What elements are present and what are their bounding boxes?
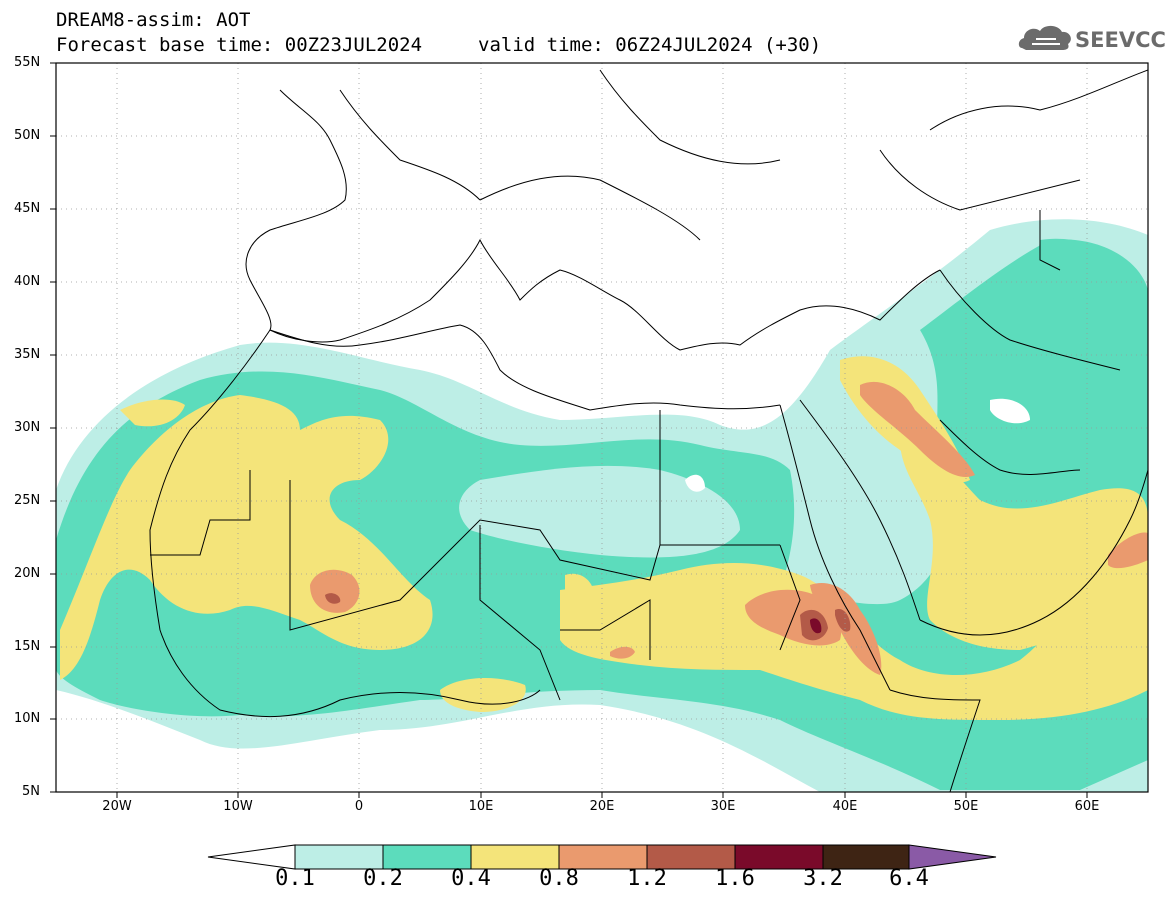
lon-label: 20W [102, 799, 132, 814]
colorbar-label: 0.8 [539, 866, 579, 891]
lat-label: 50N [14, 128, 41, 143]
colorbar-swatch [382, 844, 472, 870]
colorbar-label: 1.2 [627, 866, 667, 891]
lat-label: 45N [14, 201, 41, 216]
valid-time: valid time: 06Z24JUL2024 (+30) [478, 34, 822, 56]
aot-field [56, 219, 1148, 792]
colorbar-swatch [646, 844, 736, 870]
colorbar-swatch [470, 844, 560, 870]
lon-label: 60E [1074, 799, 1100, 814]
lon-label: 40E [832, 799, 858, 814]
seevccc-cloud-icon [1018, 25, 1071, 50]
colorbar-swatch [734, 844, 824, 870]
colorbar-label: 0.1 [275, 866, 315, 891]
lon-label: 0 [354, 799, 364, 814]
lat-label: 5N [22, 784, 40, 799]
lat-label: 10N [14, 711, 41, 726]
lat-label: 30N [14, 420, 41, 435]
colorbar-swatch [294, 844, 384, 870]
coastlines [149, 69, 1148, 792]
colorbar-label: 1.6 [715, 866, 755, 891]
lat-label: 40N [14, 274, 41, 289]
colorbar-label: 3.2 [803, 866, 843, 891]
forecast-base-time: Forecast base time: 00Z23JUL2024 [56, 34, 423, 56]
lon-label: 10W [223, 799, 253, 814]
lat-label: 15N [14, 639, 41, 654]
axis-ticks [50, 62, 1088, 798]
lat-label: 20N [14, 566, 41, 581]
colorbar-high-arrow [908, 844, 997, 870]
map-title: DREAM8-assim: AOT [56, 9, 251, 31]
lat-label: 25N [14, 493, 41, 508]
colorbar-label: 0.2 [363, 866, 403, 891]
colorbar-label: 0.4 [451, 866, 491, 891]
lat-label: 55N [14, 55, 41, 70]
lat-label: 35N [14, 347, 41, 362]
colorbar-label: 6.4 [889, 866, 929, 891]
colorbar [207, 844, 997, 870]
lon-label: 10E [468, 799, 494, 814]
lon-label: 20E [589, 799, 615, 814]
colorbar-swatch [822, 844, 910, 870]
lon-label: 30E [710, 799, 736, 814]
lon-label: 50E [953, 799, 979, 814]
logo-text: SEEVCCC [1075, 28, 1165, 52]
